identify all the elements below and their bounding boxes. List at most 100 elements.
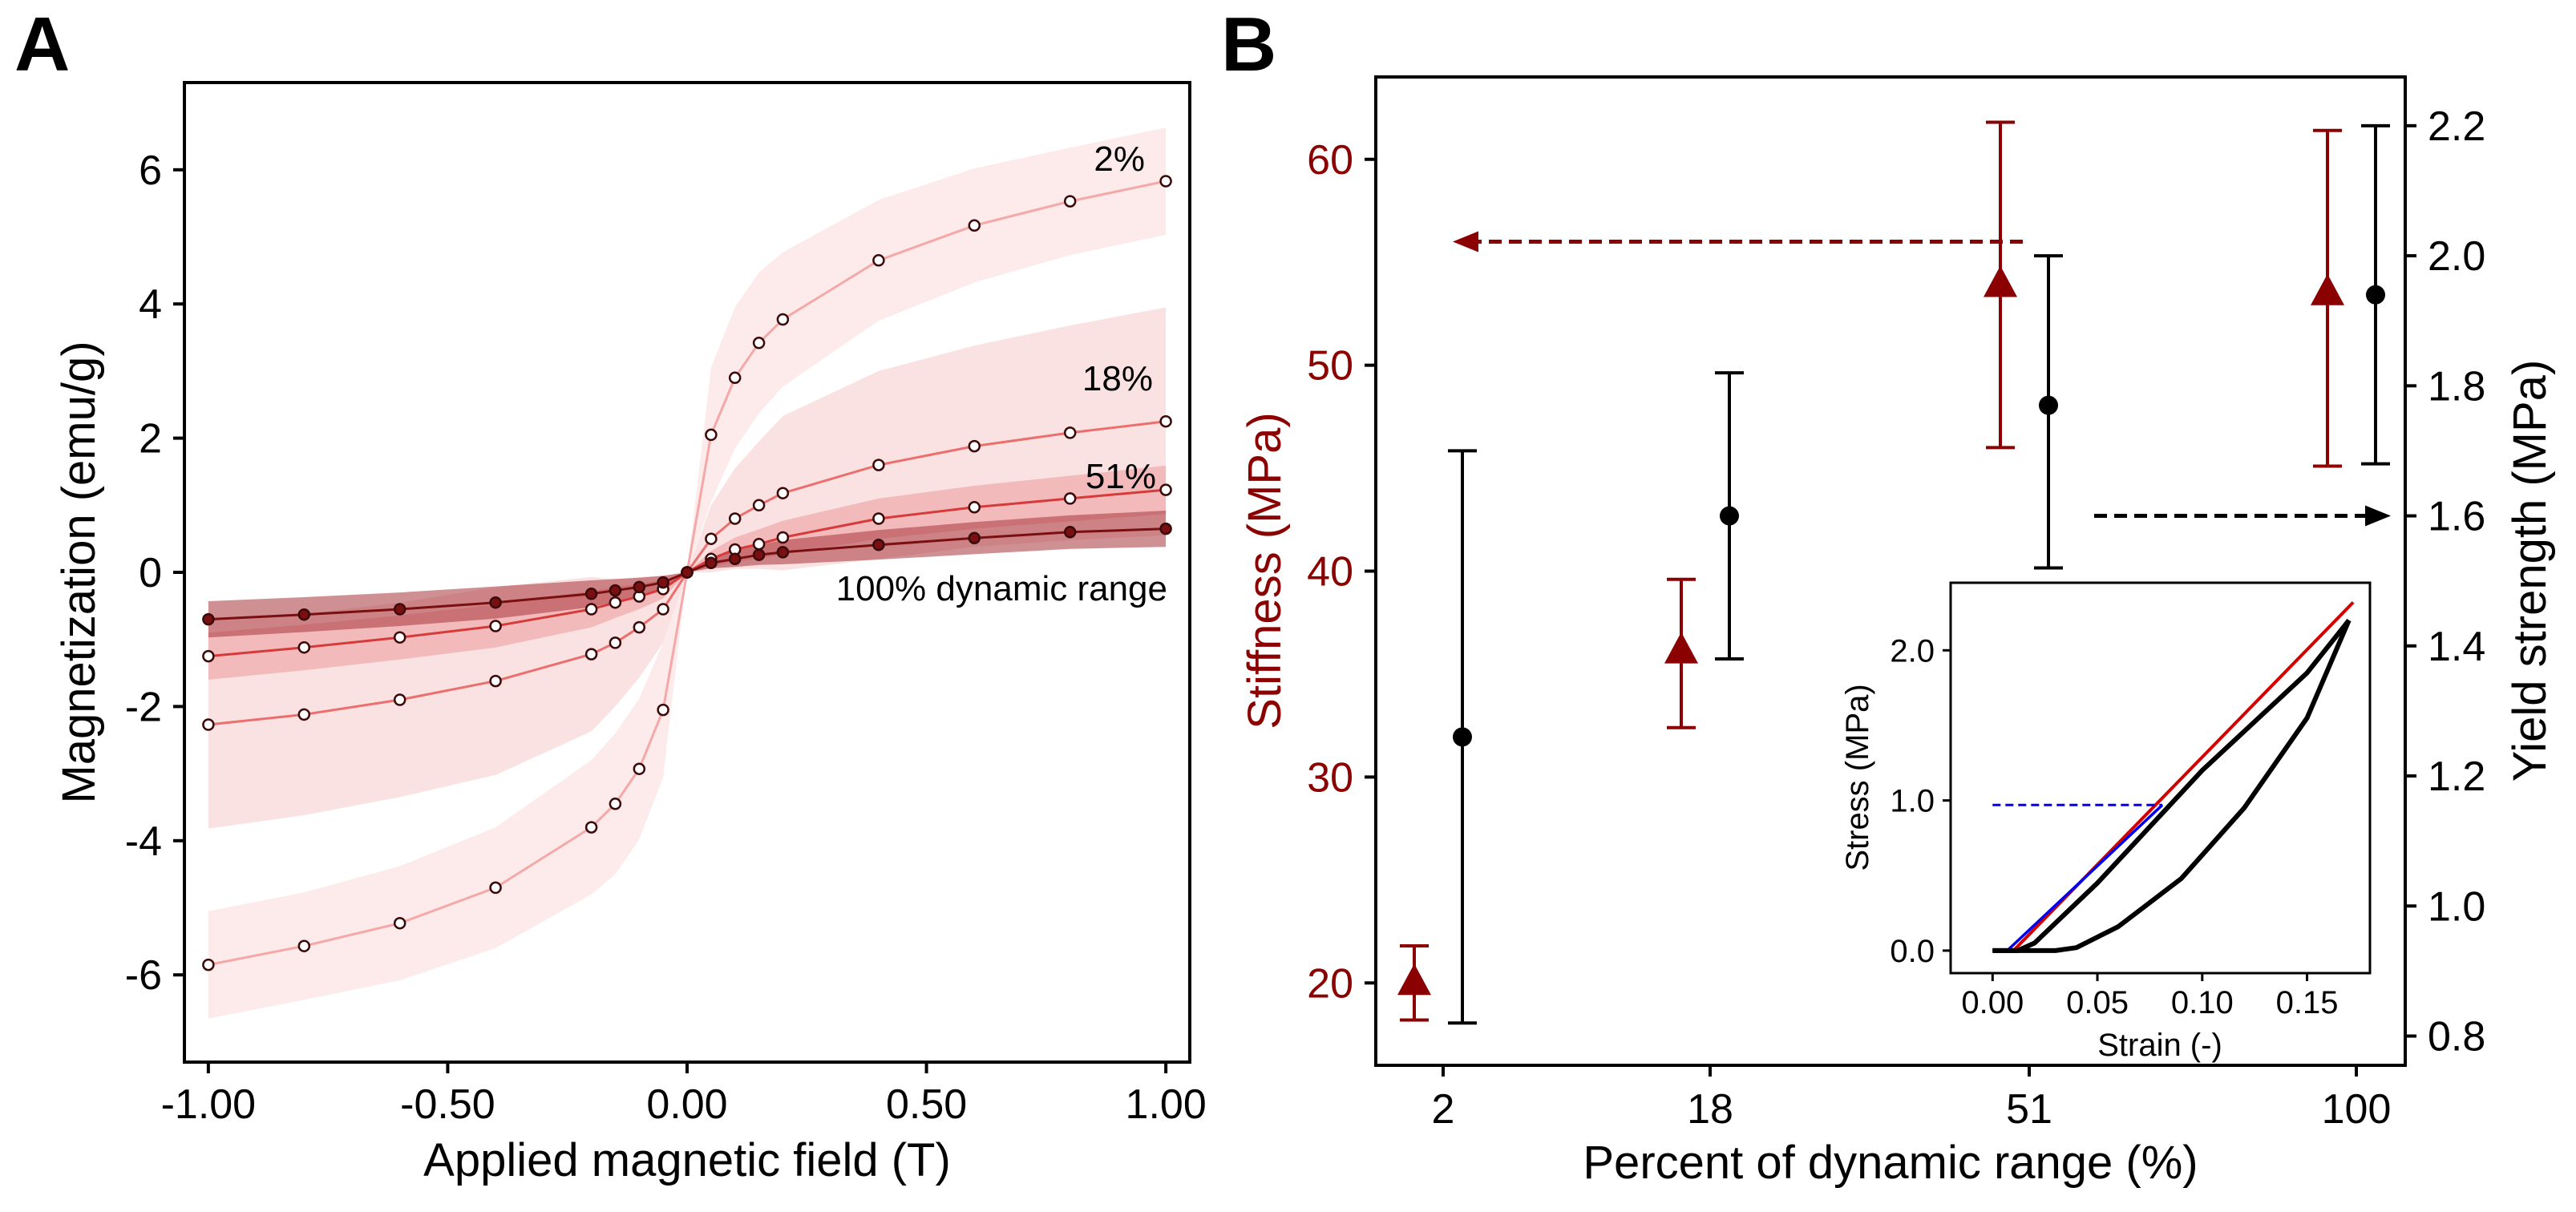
right-y-tick-label: 2.0	[2428, 233, 2485, 280]
right-y-tick-label: 0.8	[2428, 1013, 2485, 1060]
right-y-tick-label: 1.0	[2428, 883, 2485, 930]
data-point	[489, 881, 502, 895]
y-tick-label: 6	[139, 147, 162, 194]
data-point	[609, 596, 622, 609]
data-point	[776, 531, 790, 544]
inset-curves	[1992, 601, 2355, 953]
right-y-tick-label: 1.8	[2428, 363, 2485, 410]
band-series-2	[208, 307, 1167, 829]
y-axis-label: Magnetization (emu/g)	[53, 341, 105, 803]
data-point	[872, 538, 885, 551]
right-y-tick-label: 1.6	[2428, 494, 2485, 540]
panel-b-label: B	[1221, 2, 1276, 87]
stress-strain-inset: 0.00 0.05 0.10 0.15 0.0 1.0 2.0 Strain (-) Str…	[1840, 581, 2372, 1063]
data-point	[584, 603, 598, 616]
y-tick-label: -4	[125, 818, 162, 865]
data-point	[584, 588, 598, 600]
data-point	[297, 640, 311, 654]
data-point	[968, 501, 981, 514]
yield-marker	[1720, 506, 1739, 526]
data-point	[752, 548, 766, 561]
data-point	[609, 798, 622, 810]
annotation-2pct: 2%	[1094, 139, 1145, 179]
x-tick-label: 18	[1687, 1086, 1733, 1133]
axis-ticks: -1.00 -0.50 0.00 0.50 1.00 -6 -4 -2 0 2 4 6	[125, 147, 1207, 1128]
y-tick-label: 0	[139, 550, 162, 596]
data-point	[705, 532, 718, 545]
stiffness-axis-label: Stiffness (MPa)	[1239, 412, 1291, 729]
stiffness-marker	[1664, 632, 1698, 664]
inset-ticks: 0.00 0.05 0.10 0.15 0.0 1.0 2.0	[1890, 633, 2338, 1020]
left-y-tick-label: 30	[1307, 754, 1353, 801]
y-tick-label: -6	[125, 952, 162, 999]
annotation-51pct: 51%	[1086, 457, 1156, 496]
data-point	[297, 608, 311, 621]
data-point	[681, 566, 694, 579]
x-tick-label: 0.00	[646, 1081, 727, 1128]
data-point	[752, 337, 766, 349]
data-point	[1063, 492, 1077, 505]
data-point	[657, 703, 669, 717]
yield-marker	[1453, 727, 1472, 747]
data-point	[776, 487, 790, 499]
stiffness-marker	[2311, 273, 2344, 305]
data-point	[1159, 175, 1172, 188]
data-point	[297, 708, 311, 721]
data-point	[1159, 414, 1172, 428]
band-series-3	[208, 127, 1167, 1019]
data-point	[968, 439, 981, 453]
left-y-tick-label: 20	[1307, 960, 1353, 1007]
x-tick-label: 0.50	[886, 1081, 967, 1128]
data-point	[633, 762, 646, 775]
data-point	[776, 313, 790, 326]
x-tick-label: 2	[1432, 1086, 1455, 1133]
y-tick-label: 4	[139, 281, 162, 328]
yield-strength-axis-label: Yield strength (MPa)	[2504, 360, 2556, 782]
inset-y-label: Stress (MPa)	[1840, 684, 1875, 871]
data-point	[609, 584, 622, 597]
data-point	[872, 254, 885, 267]
right-y-tick-label: 1.4	[2428, 624, 2485, 670]
x-axis-label: Percent of dynamic range (%)	[1583, 1137, 2198, 1189]
y-tick-label: 2	[139, 416, 162, 463]
x-tick-label: 1.00	[1126, 1081, 1207, 1128]
band-series-1	[208, 465, 1167, 680]
left-y-tick-label: 60	[1307, 137, 1353, 184]
data-point	[872, 459, 885, 471]
data-point	[728, 371, 742, 385]
yield-marker	[2039, 395, 2058, 415]
inset-x-tick-label: 0.10	[2171, 985, 2234, 1020]
panel-a-label: A	[14, 2, 70, 87]
data-point	[968, 531, 981, 545]
yield-marker	[2366, 285, 2385, 305]
data-point	[393, 603, 406, 616]
inset-frame	[1949, 581, 2372, 975]
right-y-tick-label: 1.2	[2428, 753, 2485, 800]
data-point	[633, 620, 646, 634]
inset-x-tick-label: 0.00	[1961, 985, 2024, 1020]
data-point	[297, 939, 311, 952]
data-point	[489, 674, 502, 688]
stiffness-arrow-head	[1453, 231, 1478, 252]
data-point	[633, 580, 646, 594]
data-point	[1063, 426, 1077, 439]
data-point	[728, 512, 742, 525]
data-point	[202, 612, 215, 626]
data-point	[393, 631, 406, 644]
data-point	[584, 821, 598, 834]
data-point	[202, 958, 215, 972]
data-point	[728, 552, 742, 566]
dashed-arrows	[1453, 231, 2391, 527]
data-point	[489, 620, 502, 632]
data-markers	[1397, 265, 2385, 996]
data-point	[968, 219, 981, 232]
axis-ticks: 2 18 51 100 20 30 40 50 60 0.8 1.0 1.2 1.4 1.6 1.8 2.0 2…	[1307, 103, 2485, 1133]
x-tick-label: 100	[2322, 1086, 2392, 1133]
data-point	[202, 718, 215, 731]
stiffness-marker	[1984, 265, 2017, 297]
inset-y-tick-label: 2.0	[1890, 633, 1935, 669]
data-point	[609, 636, 622, 649]
data-point	[1159, 522, 1172, 535]
